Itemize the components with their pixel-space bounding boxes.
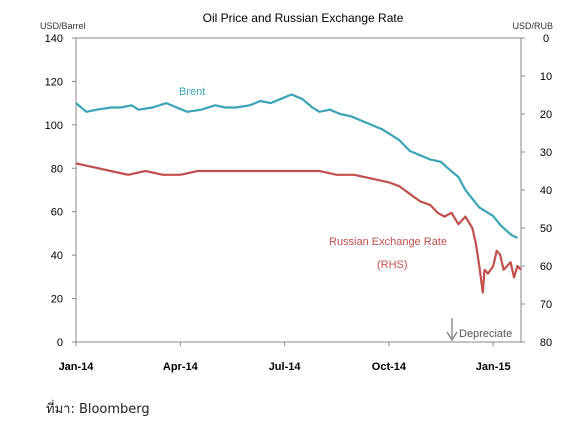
left-axis-tick-label: 80 — [51, 163, 63, 175]
left-axis-tick-label: 0 — [57, 337, 63, 349]
left-axis-tick-label: 140 — [45, 33, 63, 45]
right-axis-tick-label: 60 — [540, 261, 552, 273]
source-note: ที่มา: Bloomberg — [46, 402, 150, 417]
right-axis-tick-label: 0 — [543, 33, 549, 45]
x-axis-tick-label: Jul-14 — [269, 361, 302, 373]
right-axis-unit-label: USD/RUB — [512, 21, 553, 31]
right-axis-tick-label: 50 — [540, 223, 552, 235]
x-axis-tick-label: Oct-14 — [372, 361, 407, 373]
right-axis-tick-label: 10 — [540, 71, 552, 83]
annotation-brent: Brent — [179, 86, 205, 98]
right-axis-tick-label: 30 — [540, 147, 552, 159]
chart-title: Oil Price and Russian Exchange Rate — [203, 11, 404, 25]
left-axis-tick-label: 60 — [51, 207, 63, 219]
annotation-depreciate: Depreciate — [459, 328, 512, 340]
right-axis-tick-label: 20 — [540, 109, 552, 121]
right-axis-tick-label: 40 — [540, 185, 552, 197]
left-axis-tick-label: 20 — [51, 294, 63, 306]
right-axis-tick-label: 70 — [540, 299, 552, 311]
x-axis-tick-label: Jan-15 — [476, 361, 511, 373]
left-axis-tick-label: 120 — [45, 76, 63, 88]
depreciate-arrowhead-icon — [446, 331, 458, 342]
x-axis-tick-label: Apr-14 — [163, 361, 199, 373]
left-axis-unit-label: USD/Barrel — [40, 21, 86, 31]
x-axis-tick-label: Jan-14 — [59, 361, 95, 373]
plot-frame — [75, 37, 522, 343]
series-line-brent — [75, 93, 518, 239]
left-axis-tick-label: 100 — [45, 120, 63, 132]
annotation-russian-exchange-rate: Russian Exchange Rate — [329, 236, 447, 248]
left-axis-tick-label: 40 — [51, 250, 63, 262]
series-line-russian-exchange-rate-rhs — [75, 162, 522, 294]
right-axis-tick-label: 80 — [540, 337, 552, 349]
annotation-rhs: (RHS) — [377, 259, 408, 271]
